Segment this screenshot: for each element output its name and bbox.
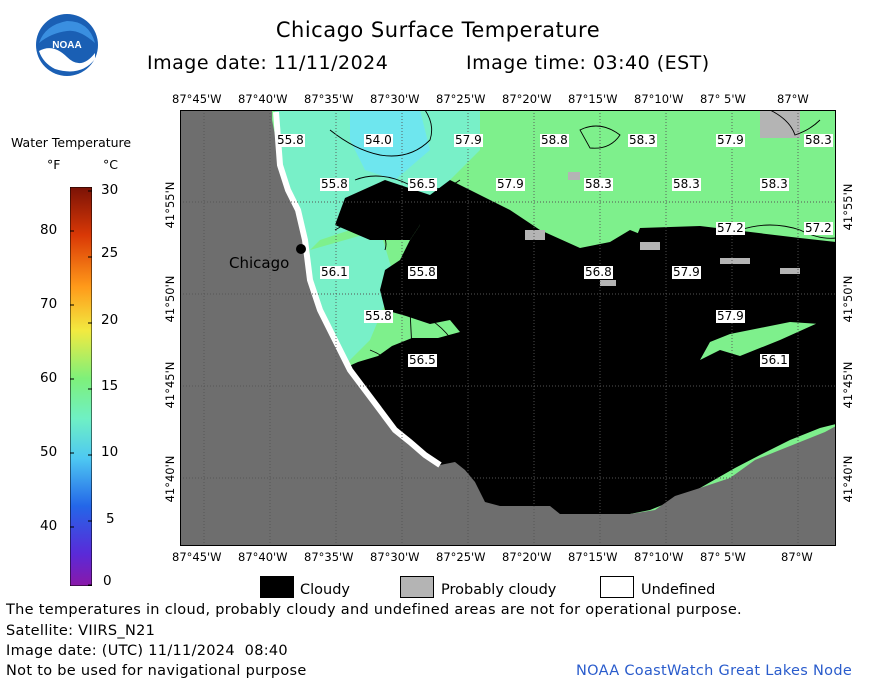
legend-c-tick: 30 [101, 182, 119, 198]
lon-label: 87°40'W [238, 550, 288, 564]
cloud-area [788, 258, 804, 268]
legend-title: Water Temperature [11, 135, 132, 150]
cloud-area [275, 180, 836, 514]
temperature-label: 58.3 [584, 177, 613, 191]
navigation-warning: Not to be used for navigational purpose [6, 663, 307, 679]
lon-label: 87° 5'W [700, 550, 746, 564]
lat-label: 41°40'N [163, 455, 177, 503]
undefined-swatch [600, 576, 634, 598]
lon-label: 87°35'W [304, 550, 354, 564]
temperature-label: 58.3 [628, 133, 657, 147]
temperature-label: 56.1 [320, 265, 349, 279]
cloud-area [335, 180, 420, 240]
chicago-dot [296, 244, 306, 254]
temperature-label: 57.2 [804, 221, 833, 235]
temperature-map: 55.8 54.0 57.9 58.8 58.3 57.9 58.3 55.8 … [180, 110, 836, 546]
legend-f-tick: 80 [40, 222, 58, 238]
legend-f-tick: 70 [40, 296, 58, 312]
temperature-label: 58.3 [760, 177, 789, 191]
temperature-label: 57.2 [716, 221, 745, 235]
utc-date-text: Image date: (UTC) 11/11/2024 08:40 [6, 643, 288, 659]
legend-f-tick: 50 [40, 444, 58, 460]
lat-label: 41°55'N [841, 183, 855, 231]
probably-cloudy-swatch [400, 576, 434, 598]
lat-label: 41°40'N [841, 455, 855, 503]
temperature-label: 55.8 [408, 265, 437, 279]
temperature-label: 57.9 [716, 133, 745, 147]
lon-label: 87°20'W [502, 550, 552, 564]
lon-label: 87°10'W [634, 550, 684, 564]
lon-label: 87°15'W [568, 550, 618, 564]
noaa-logo-text: NOAA [52, 40, 81, 51]
temperature-label: 58.3 [804, 133, 833, 147]
noaa-logo: NOAA [35, 13, 99, 77]
cloud-area [600, 300, 610, 310]
lon-label: 87°30'W [370, 550, 420, 564]
legend-unit-f: °F [47, 157, 61, 172]
lon-label: 87°25'W [436, 92, 486, 106]
satellite-text: Satellite: VIIRS_N21 [6, 623, 156, 639]
temperature-label: 56.5 [408, 353, 437, 367]
cloud-area [814, 306, 828, 316]
credit-text: NOAA CoastWatch Great Lakes Node [576, 663, 853, 679]
temperature-label: 57.9 [716, 309, 745, 323]
lat-label: 41°55'N [163, 181, 177, 229]
legend-c-tick: 0 [103, 573, 112, 589]
lon-label: 87°20'W [502, 92, 552, 106]
temperature-label: 56.8 [584, 265, 613, 279]
cloudy-swatch [260, 576, 294, 598]
probably-cloudy-label: Probably cloudy [441, 582, 557, 598]
undefined-area [273, 111, 442, 468]
cloud-area [620, 286, 634, 300]
legend-f-tick: 60 [40, 370, 58, 386]
legend-c-tick: 20 [101, 312, 119, 328]
city-label: Chicago [229, 254, 290, 272]
temperature-label: 57.9 [496, 177, 525, 191]
color-scale-bar [69, 186, 93, 587]
temperature-label: 54.0 [364, 133, 393, 147]
lon-label: 87°30'W [370, 92, 420, 106]
lon-label: 87°W [781, 550, 813, 564]
lon-label: 87°15'W [568, 92, 618, 106]
lon-label: 87°45'W [172, 550, 222, 564]
lat-label: 41°45'N [163, 361, 177, 409]
temperature-label: 57.9 [454, 133, 483, 147]
legend-c-tick: 25 [101, 245, 119, 261]
image-time: Image time: 03:40 (EST) [466, 52, 710, 74]
image-date: Image date: 11/11/2024 [147, 52, 389, 74]
cloudy-label: Cloudy [300, 582, 350, 598]
disclaimer-text: The temperatures in cloud, probably clou… [6, 602, 742, 618]
lon-label: 87°W [777, 92, 809, 106]
lon-label: 87°25'W [436, 550, 486, 564]
legend-unit-c: °C [103, 157, 118, 172]
temperature-label: 55.8 [364, 309, 393, 323]
lat-label: 41°45'N [841, 361, 855, 409]
undefined-label: Undefined [641, 582, 716, 598]
land-area [180, 110, 836, 546]
lon-label: 87°45'W [172, 92, 222, 106]
lon-label: 87°10'W [634, 92, 684, 106]
lat-label: 41°50'N [841, 275, 855, 323]
temperature-label: 56.5 [408, 177, 437, 191]
lon-label: 87° 5'W [700, 92, 746, 106]
legend-f-tick: 40 [40, 518, 58, 534]
legend-c-tick: 10 [101, 444, 119, 460]
temperature-label: 56.1 [760, 353, 789, 367]
temperature-label: 55.8 [320, 177, 349, 191]
temperature-label: 58.8 [540, 133, 569, 147]
legend-c-tick: 5 [106, 511, 115, 527]
page-title: Chicago Surface Temperature [275, 18, 601, 42]
temperature-label: 55.8 [276, 133, 305, 147]
legend-c-tick: 15 [101, 378, 119, 394]
cloud-area [630, 226, 836, 270]
lat-label: 41°50'N [163, 275, 177, 323]
probably-cloudy-area [525, 110, 800, 286]
lon-label: 87°40'W [238, 92, 288, 106]
temperature-label: 58.3 [672, 177, 701, 191]
temperature-label: 57.9 [672, 265, 701, 279]
lon-label: 87°35'W [304, 92, 354, 106]
